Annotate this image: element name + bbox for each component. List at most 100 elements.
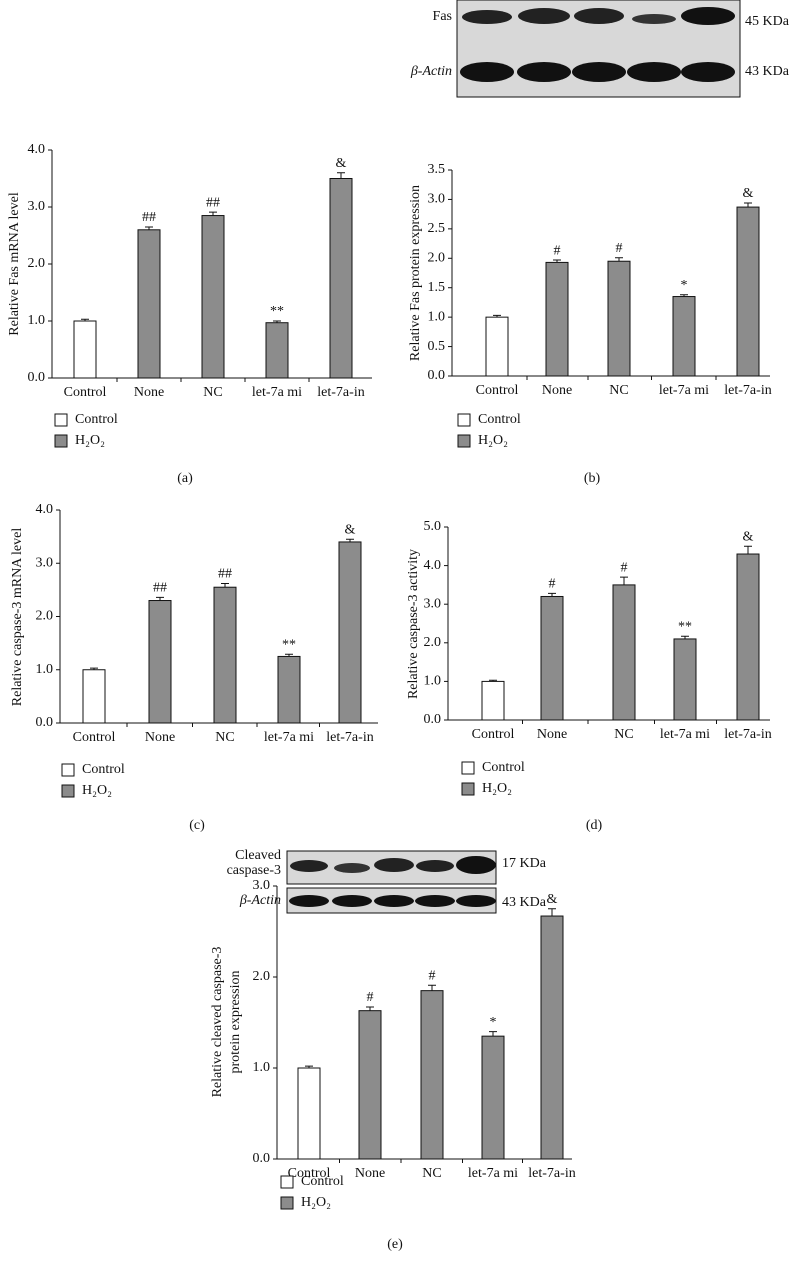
blot-label: β-Actin: [239, 893, 281, 908]
annotation: #: [554, 243, 561, 258]
x-tick-label: NC: [422, 1166, 441, 1181]
y-tick-label: 4.0: [424, 558, 442, 573]
annotation: #: [621, 560, 628, 575]
legend-swatch: [54, 413, 68, 427]
bar: [82, 669, 106, 724]
x-tick-label: None: [145, 730, 175, 745]
panel-label: (c): [189, 818, 205, 833]
annotation: ##: [153, 581, 167, 596]
bar: [213, 586, 237, 724]
bar: [358, 1010, 382, 1160]
blot-size: 17 KDa: [502, 856, 547, 871]
legend-swatch: [280, 1196, 294, 1210]
x-tick-label: let-7a-in: [724, 727, 771, 742]
error-bar: [285, 653, 293, 657]
x-tick-label: let-7a mi: [660, 727, 710, 742]
annotation: **: [282, 638, 296, 653]
annotation: ##: [206, 195, 220, 210]
error-bar: [428, 984, 436, 991]
y-tick-label: 3.0: [428, 192, 446, 207]
x-tick-label: let-7a mi: [264, 730, 314, 745]
y-tick-label: 1.5: [428, 280, 446, 295]
error-bar: [90, 667, 98, 670]
legend-label: Control: [82, 762, 125, 777]
error-bar: [337, 172, 345, 179]
annotation: ##: [218, 567, 232, 582]
y-axis-label: protein expression: [228, 970, 243, 1073]
legend-label: H₂O₂: [301, 1195, 331, 1210]
error-bar: [553, 259, 561, 263]
y-tick-label: 2.5: [428, 221, 446, 236]
x-tick-label: NC: [215, 730, 234, 745]
x-tick-label: NC: [203, 385, 222, 400]
legend-label: Control: [478, 412, 521, 427]
panel-label: (e): [387, 1237, 403, 1252]
y-axis-label: Relative Fas protein expression: [408, 185, 423, 361]
error-bar: [346, 538, 354, 542]
y-tick-label: 0.0: [28, 370, 46, 385]
x-tick-label: let-7a mi: [252, 385, 302, 400]
y-tick-label: 1.0: [28, 313, 46, 328]
annotation: #: [616, 241, 623, 256]
x-tick-label: let-7a-in: [528, 1166, 575, 1181]
y-tick-label: 3.0: [28, 199, 46, 214]
error-bar: [548, 592, 556, 597]
error-bar: [305, 1065, 313, 1068]
y-tick-label: 0.0: [253, 1151, 271, 1166]
x-tick-label: let-7a-in: [317, 385, 364, 400]
legend-label: H₂O₂: [478, 433, 508, 448]
bar: [540, 915, 564, 1160]
panel-label: (d): [586, 818, 603, 833]
y-tick-label: 1.0: [428, 309, 446, 324]
legend-swatch: [54, 434, 68, 448]
blot-bottom: Cleaved caspase-3 17 KDa β-Actin 43 KDa: [227, 848, 547, 914]
blot-label: β-Actin: [410, 64, 452, 79]
y-tick-label: 2.0: [428, 251, 446, 266]
legend-swatch: [457, 434, 471, 448]
annotation: &: [743, 186, 754, 201]
y-tick-label: 0.0: [36, 715, 54, 730]
y-tick-label: 3.0: [424, 596, 442, 611]
legend-swatch: [461, 782, 475, 796]
annotation: #: [429, 968, 436, 983]
y-tick-label: 2.0: [28, 256, 46, 271]
bar: [329, 178, 353, 379]
bar: [540, 595, 564, 721]
y-axis-label: Relative cleaved caspase-3: [210, 947, 225, 1098]
error-bar: [273, 320, 281, 323]
y-tick-label: 3.5: [428, 162, 446, 177]
x-tick-label: Control: [64, 385, 107, 400]
y-tick-label: 0.0: [428, 368, 446, 383]
x-tick-label: NC: [614, 727, 633, 742]
error-bar: [221, 582, 229, 588]
annotation: ##: [142, 210, 156, 225]
error-bar: [209, 211, 217, 216]
legend-label: Control: [482, 760, 525, 775]
y-tick-label: 4.0: [28, 142, 46, 157]
blot-top: Fas 45 KDa β-Actin 43 KDa: [410, 0, 790, 98]
legend-label: H₂O₂: [75, 433, 105, 448]
y-tick-label: 1.0: [253, 1060, 271, 1075]
bar: [485, 316, 509, 377]
error-bar: [366, 1006, 374, 1011]
error-bar: [145, 226, 153, 230]
y-tick-label: 1.0: [36, 662, 54, 677]
bar: [481, 1035, 505, 1160]
y-tick-label: 1.0: [424, 674, 442, 689]
bar: [607, 260, 631, 377]
y-tick-label: 2.0: [253, 969, 271, 984]
panel-label: (b): [584, 471, 601, 486]
x-tick-label: Control: [288, 1166, 331, 1181]
x-tick-label: let-7a-in: [724, 383, 771, 398]
x-tick-label: NC: [609, 383, 628, 398]
bar: [201, 215, 225, 379]
error-bar: [156, 596, 164, 601]
annotation: &: [547, 892, 558, 907]
bar: [612, 584, 636, 721]
y-tick-label: 0.5: [428, 339, 446, 354]
legend-label: H₂O₂: [82, 783, 112, 798]
x-tick-label: let-7a mi: [659, 383, 709, 398]
bar: [277, 655, 301, 724]
